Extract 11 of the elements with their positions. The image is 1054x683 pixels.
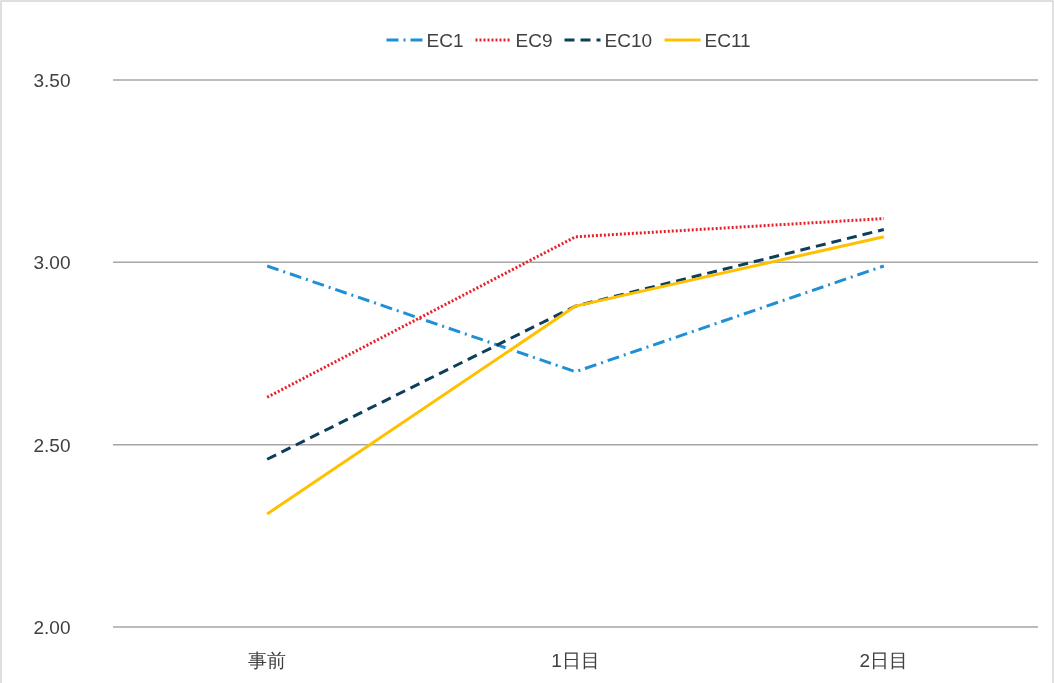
y-tick-label: 3.00 bbox=[33, 252, 71, 274]
x-tick-label: 事前 bbox=[248, 650, 287, 671]
y-tick-label: 2.50 bbox=[33, 434, 71, 456]
legend-label: EC11 bbox=[704, 30, 751, 51]
y-tick-label: 3.50 bbox=[33, 70, 71, 91]
legend-label: EC10 bbox=[604, 30, 653, 51]
y-tick-label: 2.00 bbox=[33, 617, 71, 638]
x-tick-label: 2日目 bbox=[859, 650, 909, 671]
legend-label: EC9 bbox=[515, 30, 553, 51]
legend-label: EC1 bbox=[426, 30, 464, 51]
x-tick-label: 1日目 bbox=[551, 650, 600, 671]
